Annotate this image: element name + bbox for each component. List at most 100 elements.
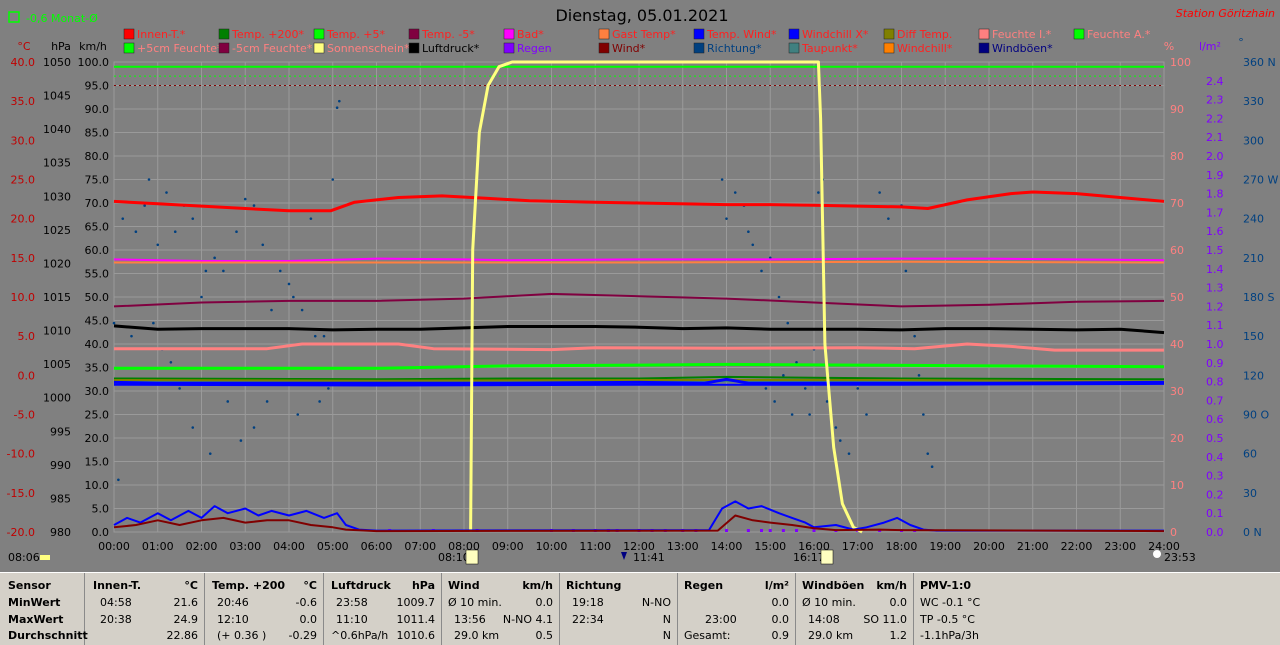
humidity-tick-label: 20 bbox=[1170, 432, 1184, 445]
legend-label: Temp. Wind* bbox=[706, 28, 777, 41]
richtung-point bbox=[130, 334, 133, 338]
boeen-avg10-label: Ø 10 min. bbox=[802, 596, 856, 609]
humidity-unit: % bbox=[1164, 40, 1174, 53]
series-gast-temp bbox=[114, 260, 1165, 264]
legend-swatch bbox=[598, 42, 610, 54]
pressure-tick-label: 1010 bbox=[43, 325, 71, 338]
richtung-point bbox=[243, 197, 247, 201]
rain-tick-label: 2.3 bbox=[1206, 94, 1224, 107]
rain-tick-label: 0.0 bbox=[1206, 526, 1224, 539]
legend: Innen-T.* Temp. +200* Temp. +5* Temp. -5* Ba… bbox=[123, 28, 1151, 55]
boeen-distance: 29.0 km bbox=[808, 629, 854, 642]
speed-tick-label: 55.0 bbox=[85, 268, 110, 281]
temp-tick-label: -5.0 bbox=[14, 409, 35, 422]
rain-tick-label: 1.8 bbox=[1206, 188, 1224, 201]
x-tick-label: 21:00 bbox=[1017, 540, 1049, 553]
boeen-header: Windböen bbox=[802, 579, 865, 592]
richtung-point bbox=[817, 191, 820, 194]
legend-label: Bad* bbox=[517, 28, 544, 41]
direction-tick-label: 0 N bbox=[1243, 526, 1262, 539]
station-name: Station Göritzhain bbox=[1176, 7, 1275, 20]
sunrise-icon bbox=[465, 549, 479, 565]
temp-tick-label: 20.0 bbox=[11, 213, 36, 226]
speed-unit: km/h bbox=[79, 40, 107, 53]
richtung-point bbox=[760, 269, 763, 273]
richtung-point bbox=[313, 334, 317, 338]
legend-label: Feuchte I.* bbox=[992, 28, 1052, 41]
speed-tick-label: 15.0 bbox=[85, 456, 110, 469]
innen-avg: 22.86 bbox=[166, 629, 199, 642]
legend-swatch bbox=[313, 42, 325, 54]
richtung-point bbox=[270, 308, 273, 312]
richtung-point bbox=[191, 426, 195, 429]
richtung-point bbox=[117, 478, 120, 482]
series-layer bbox=[112, 60, 1165, 534]
temp-tick-label: -10.0 bbox=[7, 448, 35, 461]
x-tick-label: 15:00 bbox=[754, 540, 786, 553]
series-diff-temp bbox=[113, 379, 1165, 383]
x-tick-label: 20:00 bbox=[973, 540, 1005, 553]
richtung-point bbox=[764, 387, 768, 390]
pressure-tick-label: 1025 bbox=[43, 224, 71, 237]
x-tick-label: 04:00 bbox=[273, 540, 305, 553]
x-tick-label: 07:00 bbox=[404, 540, 436, 553]
wind-header: Wind bbox=[448, 579, 480, 592]
wind-max-value: N-NO 4.1 bbox=[502, 613, 553, 626]
reference-lines bbox=[114, 65, 1164, 86]
speed-tick-label: 60.0 bbox=[85, 244, 110, 257]
x-tick-label: 23:00 bbox=[1104, 540, 1136, 553]
temp200-avg-note: (+ 0.36 ) bbox=[217, 629, 267, 642]
richtung-point bbox=[226, 400, 230, 403]
humidity-tick-label: 60 bbox=[1170, 244, 1184, 257]
richtung-point bbox=[213, 256, 216, 260]
richtung-point bbox=[847, 452, 851, 455]
direction-tick-label: 210 bbox=[1243, 252, 1264, 265]
luftdruck-trend: ^0.6hPa/h bbox=[331, 629, 389, 642]
richtung-point bbox=[733, 191, 737, 194]
boeen-avg10-value: 0.0 bbox=[889, 596, 908, 609]
innen-header: Innen-T. bbox=[93, 579, 142, 592]
rain-tick-label: 1.9 bbox=[1206, 169, 1224, 182]
regen-mark bbox=[725, 529, 728, 532]
regen-column: Regen l/m² 0.0 23:00 0.0 Gesamt: 0.9 bbox=[678, 573, 796, 645]
innen-min-value: 21.6 bbox=[173, 596, 199, 609]
series-temp-wind bbox=[113, 382, 1165, 387]
x-tick-label: 01:00 bbox=[142, 540, 174, 553]
richtung-point bbox=[300, 308, 304, 312]
richtung-point bbox=[803, 387, 807, 390]
row-min-label: MinWert bbox=[8, 596, 61, 609]
legend-label: Wind* bbox=[612, 42, 646, 55]
sunset-time: 16:17 bbox=[793, 551, 825, 564]
direction-tick-label: 120 bbox=[1243, 369, 1264, 382]
richtung-point bbox=[887, 217, 890, 220]
legend-label: Regen bbox=[517, 42, 552, 55]
pressure-tick-label: 1000 bbox=[43, 392, 71, 405]
pressure-unit: hPa bbox=[51, 40, 71, 53]
humidity-tick-label: 80 bbox=[1170, 150, 1184, 163]
weather-chart: 40.0 35.0 30.0 25.0 20.0 15.0 10.0 5.0 0.0 -5.0 -1… bbox=[6, 6, 1279, 565]
x-tick-label: 06:00 bbox=[361, 540, 393, 553]
richtung-point bbox=[725, 217, 728, 220]
legend-label: Luftdruck* bbox=[422, 42, 480, 55]
speed-tick-label: 85.0 bbox=[85, 127, 110, 140]
regen-max-time: 23:00 bbox=[705, 613, 737, 626]
rain-tick-label: 2.2 bbox=[1206, 112, 1224, 125]
rain-tick-label: 0.7 bbox=[1206, 394, 1224, 407]
moonrise-icon bbox=[1153, 550, 1161, 558]
richtung-avg: N bbox=[662, 629, 671, 642]
richtung-point bbox=[825, 400, 829, 403]
richtung-point bbox=[777, 295, 781, 299]
luftdruck-column: Luftdruck hPa 23:58 1009.7 11:10 1011.4 … bbox=[324, 573, 442, 645]
legend-swatch bbox=[978, 28, 990, 40]
regen-min-value: 0.0 bbox=[771, 596, 790, 609]
richtung-point bbox=[235, 230, 238, 234]
regen-mark bbox=[760, 529, 763, 532]
richtung-point bbox=[147, 178, 151, 181]
legend-swatch bbox=[218, 28, 230, 40]
regen-total-value: 0.9 bbox=[771, 629, 790, 642]
richtung-point bbox=[318, 400, 321, 403]
pressure-tick-label: 1030 bbox=[43, 190, 71, 203]
legend-label: Gast Temp* bbox=[612, 28, 676, 41]
innen-column: Innen-T. °C 04:58 21.6 20:38 24.9 22.86 bbox=[85, 573, 205, 645]
temp-tick-label: 30.0 bbox=[11, 134, 36, 147]
